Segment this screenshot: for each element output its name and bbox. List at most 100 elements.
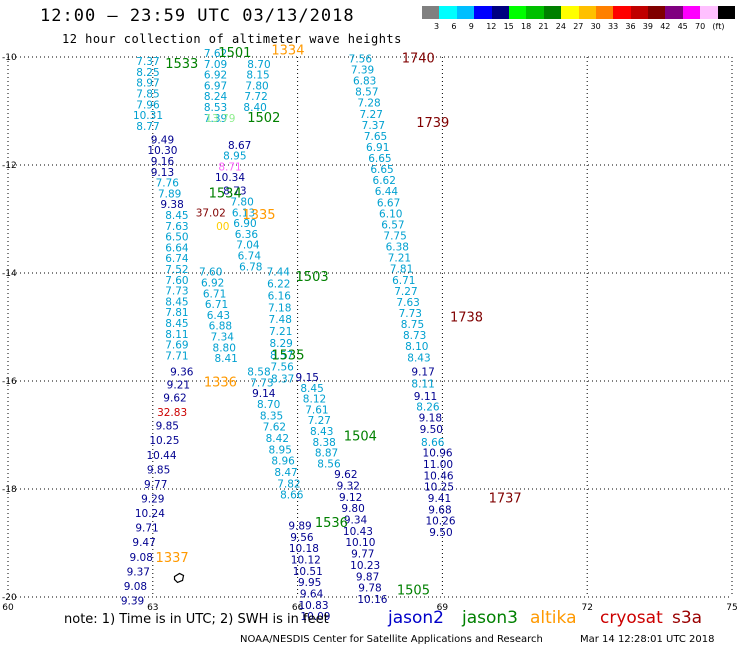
- legend-label: 45: [677, 22, 688, 31]
- swh-value: 10.10: [345, 537, 375, 549]
- swh-value: 9.41: [428, 493, 451, 505]
- swh-value: 8.24: [204, 91, 228, 103]
- pass-time-label: 1337: [156, 551, 189, 566]
- swh-value: 9.50: [429, 527, 452, 539]
- swh-value: 8.77: [136, 121, 159, 133]
- swh-value: 6.50: [165, 232, 188, 244]
- swh-value: 8.45: [165, 318, 188, 330]
- swh-value: 9.80: [341, 503, 364, 515]
- legend-label: (ft): [712, 22, 725, 31]
- swh-value: 9.85: [156, 421, 179, 433]
- satellite-legend-altika: altika: [530, 608, 577, 628]
- page-title: 12:00 – 23:59 UTC 03/13/2018: [40, 6, 355, 26]
- pass-time-label: 1501: [218, 46, 251, 61]
- swh-value: 7.56: [349, 53, 373, 65]
- swh-value: 9.62: [334, 469, 357, 481]
- swh-value: 9.36: [170, 367, 194, 379]
- pass-time-label: 1503: [296, 270, 329, 285]
- swh-value: 8.11: [165, 329, 188, 341]
- legend-swatch: [474, 6, 492, 19]
- swh-value: 7.65: [364, 131, 387, 143]
- swh-value: 8.35: [260, 410, 283, 422]
- swh-value: 7.60: [199, 267, 222, 279]
- swh-value: 8.87: [315, 448, 338, 460]
- swh-value: 9.77: [351, 549, 374, 561]
- legend-label: 42: [660, 22, 671, 31]
- swh-value: 6.91: [366, 142, 389, 154]
- pass-time-label: 1738: [450, 311, 483, 326]
- swh-value: 10.34: [215, 172, 245, 184]
- swh-value: 6.74: [238, 251, 262, 263]
- swh-value: 8.75: [401, 319, 424, 331]
- swh-value: 7.39: [204, 113, 227, 125]
- swh-value: 7.28: [357, 98, 380, 110]
- legend-swatch: [700, 6, 718, 19]
- swh-value: 7.61: [305, 404, 328, 416]
- swh-value: 8.70: [257, 399, 280, 411]
- swh-value: 7.80: [230, 197, 253, 209]
- swh-value: 6.71: [205, 299, 228, 311]
- swh-value: 9.08: [124, 581, 147, 593]
- swh-value: 8.97: [136, 78, 159, 90]
- y-tick-label: -20: [2, 593, 17, 603]
- legend-swatch: [543, 6, 562, 19]
- swh-value: 10.31: [133, 110, 163, 122]
- swh-value: 10.18: [289, 543, 319, 555]
- swh-value: 8.57: [270, 350, 293, 362]
- swh-value: 9.49: [151, 134, 174, 146]
- swh-value: 7.27: [360, 109, 383, 121]
- swh-value: 6.83: [353, 76, 376, 88]
- x-tick-label: 66: [292, 603, 304, 613]
- swh-value: 9.68: [428, 504, 451, 516]
- swh-value: 9.87: [356, 571, 379, 583]
- color-legend-bar: [422, 6, 736, 19]
- swh-value: 8.42: [266, 433, 289, 445]
- swh-value: 6.16: [268, 290, 292, 302]
- swh-value: 8.45: [165, 210, 188, 222]
- satellite-legend-cryosat: cryosat: [600, 608, 663, 628]
- pass-time-label: 1336: [204, 375, 237, 390]
- legend-label: 24: [555, 22, 566, 31]
- swh-value: 8.41: [214, 353, 237, 365]
- swh-value: 7.21: [269, 326, 292, 338]
- legend-label: 3: [434, 22, 440, 31]
- x-tick-label: 63: [147, 603, 158, 613]
- swh-value: 7.44: [267, 267, 291, 279]
- swh-value: 6.92: [201, 278, 224, 290]
- swh-value: 9.47: [132, 537, 155, 549]
- pass-time-label: 1534: [209, 186, 242, 201]
- swh-value: 7.81: [165, 307, 188, 319]
- swh-value: 10.25: [149, 435, 179, 447]
- swh-value: 8.47: [274, 467, 297, 479]
- legend-swatch: [526, 6, 544, 19]
- swh-value: 8.73: [223, 186, 246, 198]
- swh-value: 7.21: [388, 253, 411, 265]
- swh-value: 8.53: [204, 102, 227, 114]
- swh-value: 8.43: [407, 352, 430, 364]
- color-legend-labels: 3 6 9 12 15 18 21 24 27 30 33 36 39 42 45 70 (ft): [422, 22, 732, 34]
- pass-time-label: 1502: [247, 111, 280, 126]
- swh-value: 7.60: [165, 275, 188, 287]
- swh-value: 9.95: [298, 577, 321, 589]
- swh-value: 8.95: [223, 151, 246, 163]
- swh-value: 8.66: [280, 490, 304, 502]
- satellite-legend-jason2: jason2: [388, 608, 444, 628]
- swh-value: 8.26: [416, 402, 440, 414]
- swh-value: 7.72: [244, 91, 267, 103]
- x-tick-label: 72: [581, 603, 592, 613]
- swh-value: 7.18: [268, 302, 291, 314]
- swh-value: 6.92: [204, 70, 227, 82]
- legend-label: 15: [503, 22, 514, 31]
- swh-value: 9.13: [151, 167, 174, 179]
- swh-value: 10.24: [135, 508, 165, 520]
- y-tick-label: -18: [2, 485, 17, 495]
- swh-value: 6.97: [204, 80, 227, 92]
- satellite-legend-s3a: s3a: [672, 608, 703, 628]
- legend-swatch: [613, 6, 631, 19]
- swh-value: 8.10: [405, 341, 428, 353]
- legend-label: 39: [642, 22, 653, 31]
- swh-value: 13.79: [205, 113, 235, 125]
- swh-value: 9.12: [339, 492, 362, 504]
- swh-value: 7.76: [156, 178, 180, 190]
